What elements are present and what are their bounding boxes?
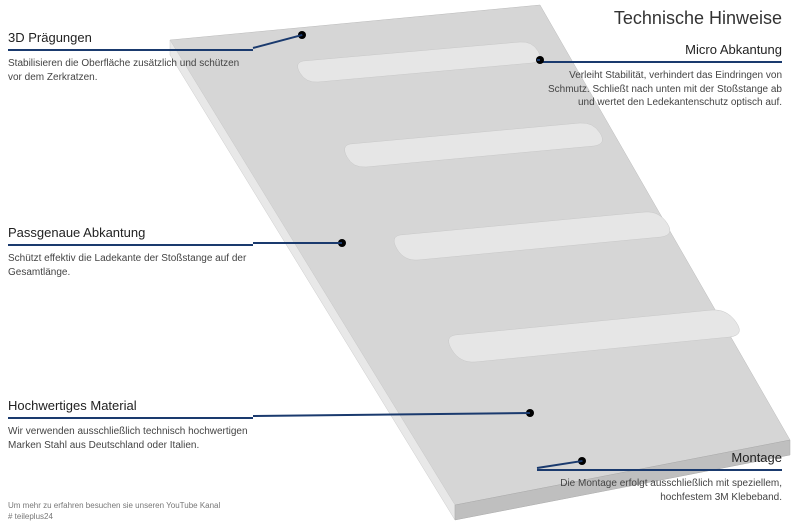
- callout-title: Passgenaue Abkantung: [8, 225, 253, 240]
- callout-title: 3D Prägungen: [8, 30, 253, 45]
- callout-montage: Montage Die Montage erfolgt ausschließli…: [537, 450, 782, 504]
- callout-rule: [8, 244, 253, 246]
- callout-micro-abkantung: Micro Abkantung Verleiht Stabilität, ver…: [537, 42, 782, 110]
- callout-body: Stabilisieren die Oberfläche zusätzlich …: [8, 57, 253, 84]
- leader-line: [253, 242, 342, 244]
- page-title: Technische Hinweise: [614, 8, 782, 29]
- callout-rule: [8, 417, 253, 419]
- callout-passgenaue-abkantung: Passgenaue Abkantung Schützt effektiv di…: [8, 225, 253, 279]
- callout-hochwertiges-material: Hochwertiges Material Wir verwenden auss…: [8, 398, 253, 452]
- callout-body: Wir verwenden ausschließlich technisch h…: [8, 425, 253, 452]
- leader-line: [253, 412, 530, 417]
- callout-body: Die Montage erfolgt ausschließlich mit s…: [537, 477, 782, 504]
- footer-note: Um mehr zu erfahren besuchen sie unseren…: [8, 501, 220, 522]
- callout-rule: [537, 469, 782, 471]
- callout-title: Hochwertiges Material: [8, 398, 253, 413]
- callout-body: Verleiht Stabilität, verhindert das Eind…: [537, 69, 782, 110]
- footer-line1: Um mehr zu erfahren besuchen sie unseren…: [8, 501, 220, 510]
- callout-3d-praegungen: 3D Prägungen Stabilisieren die Oberfläch…: [8, 30, 253, 84]
- leader-line: [537, 59, 540, 61]
- callout-body: Schützt effektiv die Ladekante der Stoßs…: [8, 252, 253, 279]
- callout-title: Micro Abkantung: [537, 42, 782, 57]
- callout-rule: [537, 61, 782, 63]
- callout-rule: [8, 49, 253, 51]
- footer-line2: # teileplus24: [8, 512, 53, 521]
- leader-line: [253, 34, 303, 49]
